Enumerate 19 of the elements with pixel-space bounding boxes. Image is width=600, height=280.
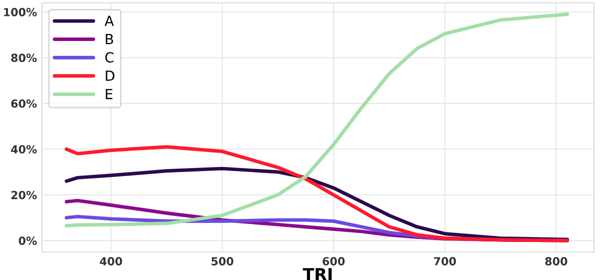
legend-label: B	[106, 34, 114, 44]
y-tick-label: 100%	[4, 8, 37, 16]
line-series	[64, 12, 570, 228]
legend-label: E	[106, 88, 112, 100]
x-tick-label: 700	[434, 257, 456, 266]
x-tick-label: 600	[322, 257, 345, 266]
y-tick-label: 60%	[11, 99, 37, 108]
legend-label: D	[106, 70, 114, 81]
line-series	[64, 145, 570, 242]
x-tick-label: 800	[545, 257, 568, 266]
x-axis-title: TRI	[302, 268, 332, 280]
x-tick-label: 500	[212, 257, 234, 266]
y-tick-label: 0%	[18, 236, 37, 245]
legend-label: C	[105, 52, 114, 63]
y-tick-label: 80%	[11, 54, 37, 62]
y-tick-label: 20%	[11, 190, 37, 200]
y-tick-label: 40%	[11, 145, 37, 154]
legend-label: A	[104, 16, 114, 26]
x-tick-label: 400	[100, 257, 122, 266]
